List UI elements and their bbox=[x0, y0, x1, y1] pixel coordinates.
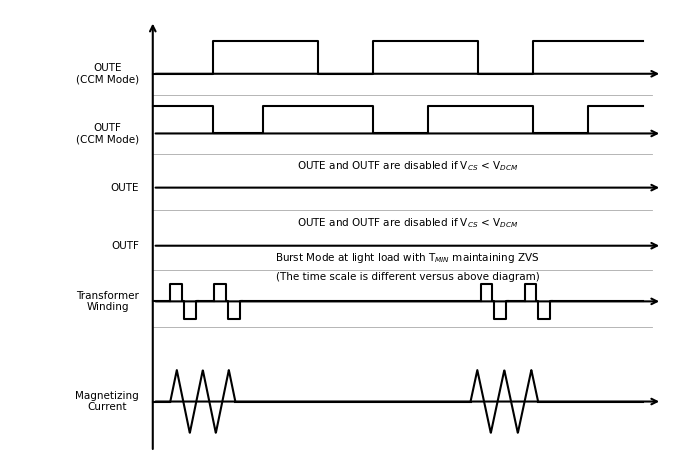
Text: OUTF
(CCM Mode): OUTF (CCM Mode) bbox=[76, 123, 139, 144]
Text: OUTE and OUTF are disabled if V$_{CS}$ < V$_{DCM}$: OUTE and OUTF are disabled if V$_{CS}$ <… bbox=[297, 160, 518, 173]
Text: OUTE
(CCM Mode): OUTE (CCM Mode) bbox=[76, 63, 139, 84]
Text: Burst Mode at light load with T$_{MIN}$ maintaining ZVS: Burst Mode at light load with T$_{MIN}$ … bbox=[275, 251, 540, 265]
Text: (The time scale is different versus above diagram): (The time scale is different versus abov… bbox=[276, 272, 539, 282]
Text: OUTF: OUTF bbox=[111, 241, 139, 251]
Text: Transformer
Winding: Transformer Winding bbox=[76, 290, 139, 312]
Text: OUTE and OUTF are disabled if V$_{CS}$ < V$_{DCM}$: OUTE and OUTF are disabled if V$_{CS}$ <… bbox=[297, 216, 518, 230]
Text: Magnetizing
Current: Magnetizing Current bbox=[75, 391, 139, 412]
Text: OUTE: OUTE bbox=[111, 183, 139, 193]
